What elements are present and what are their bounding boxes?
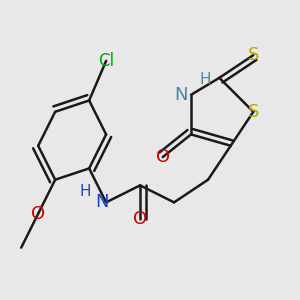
Text: S: S bbox=[248, 46, 259, 64]
Text: N: N bbox=[175, 86, 188, 104]
Text: O: O bbox=[133, 210, 147, 228]
Text: S: S bbox=[248, 103, 259, 121]
Text: O: O bbox=[31, 205, 45, 223]
Text: N: N bbox=[95, 194, 109, 211]
Text: H: H bbox=[200, 72, 211, 87]
Text: Cl: Cl bbox=[98, 52, 114, 70]
Text: O: O bbox=[156, 148, 170, 166]
Text: H: H bbox=[79, 184, 91, 199]
